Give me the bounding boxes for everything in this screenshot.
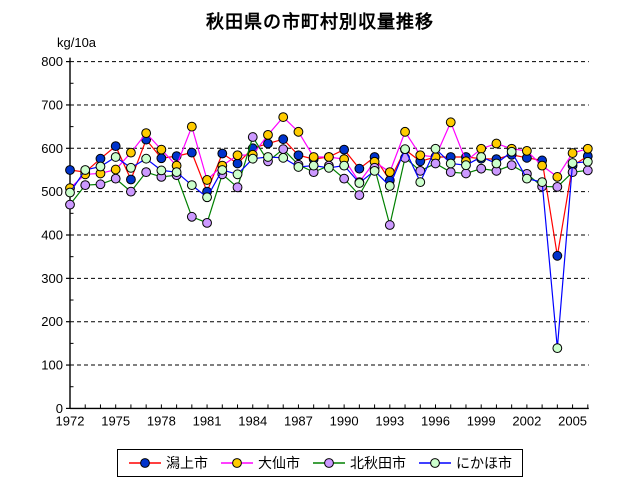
legend-label-daisen: 大仙市	[258, 455, 300, 471]
y-axis-unit-label: kg/10a	[57, 35, 97, 50]
legend-label-katagami: 潟上市	[166, 455, 208, 471]
series-3	[65, 143, 593, 354]
svg-text:400: 400	[41, 228, 63, 243]
svg-text:800: 800	[41, 54, 63, 69]
chart-title: 秋田県の市町村別収量推移	[206, 12, 434, 32]
svg-text:500: 500	[41, 184, 63, 199]
svg-text:200: 200	[41, 314, 63, 329]
legend-item-nikaho: にかほ市	[418, 453, 512, 473]
legend-marker-nikaho-icon	[419, 458, 451, 468]
legend-marker-katagami-icon	[129, 458, 161, 468]
svg-text:1975: 1975	[101, 413, 130, 428]
svg-text:1990: 1990	[330, 413, 359, 428]
legend: 潟上市 大仙市 北秋田市 にかほ市	[117, 449, 523, 477]
svg-text:700: 700	[41, 97, 63, 112]
legend-item-kitaakita: 北秋田市	[312, 453, 406, 473]
svg-text:1981: 1981	[193, 413, 222, 428]
legend-marker-daisen-icon	[221, 458, 253, 468]
y-axis-labels: 0 100 200 300 400 500 600 700 800	[41, 54, 74, 416]
legend-label-nikaho: にかほ市	[456, 455, 512, 471]
legend-item-katagami: 潟上市	[128, 453, 208, 473]
x-axis-labels: 1972 1975 1978 1981 1984 1987 1990 1993 1996 1999…	[56, 404, 589, 428]
axes	[69, 57, 589, 410]
svg-text:1999: 1999	[467, 413, 496, 428]
svg-text:100: 100	[41, 358, 63, 373]
svg-text:1984: 1984	[238, 413, 267, 428]
svg-text:2002: 2002	[512, 413, 541, 428]
svg-text:0: 0	[56, 401, 63, 416]
svg-text:1996: 1996	[421, 413, 450, 428]
gridlines	[70, 61, 589, 366]
svg-text:1978: 1978	[147, 413, 176, 428]
svg-text:1972: 1972	[56, 413, 85, 428]
svg-text:1993: 1993	[375, 413, 404, 428]
svg-text:2005: 2005	[558, 413, 587, 428]
legend-marker-kitaakita-icon	[313, 458, 345, 468]
svg-text:600: 600	[41, 141, 63, 156]
svg-text:300: 300	[41, 271, 63, 286]
series-2	[65, 132, 593, 230]
svg-text:1987: 1987	[284, 413, 313, 428]
legend-item-daisen: 大仙市	[220, 453, 300, 473]
legend-label-kitaakita: 北秋田市	[350, 455, 406, 471]
